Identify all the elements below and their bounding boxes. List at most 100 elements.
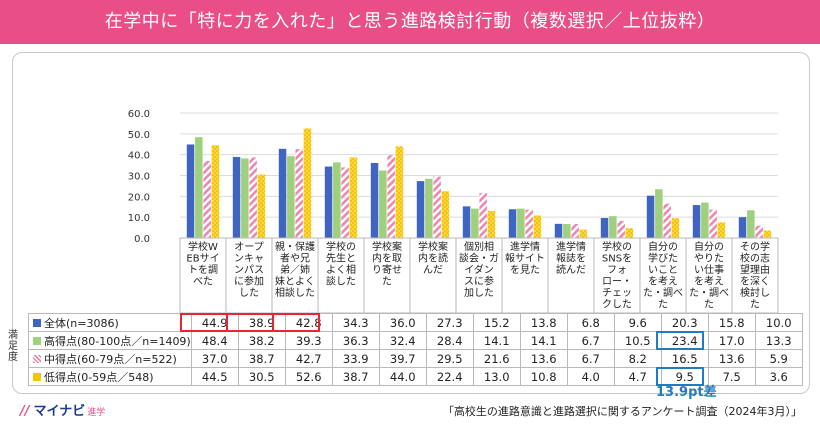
- value-cell: 13.6: [519, 349, 568, 368]
- highlight-top-all-opencampus: [226, 313, 274, 332]
- value-cell: 37.0: [190, 349, 239, 368]
- value-cell: 42.7: [284, 349, 333, 368]
- value-cell: 21.6: [472, 349, 521, 368]
- category-labels: 学校W EBサイトを調べたオープンキャンパスに参加した親・保護者や兄弟／姉妹とよく…: [179, 237, 779, 314]
- bar-9-1: [609, 216, 617, 238]
- bar-4-2: [387, 155, 395, 238]
- bar-2-1: [287, 156, 295, 238]
- bar-10-1: [655, 189, 663, 238]
- value-cell: 28.4: [425, 331, 474, 350]
- legend-swatch: [33, 372, 41, 381]
- value-cell: 27.3: [425, 313, 474, 332]
- satisfaction-side-label: 満足度: [8, 330, 18, 363]
- bar-11-2: [709, 209, 717, 238]
- category-label: 自分のやりたい仕事を考えた・調べた: [689, 240, 729, 311]
- source-note: 「高校生の進路意識と進路選択に関するアンケート調査（2024年3月）」: [442, 405, 802, 418]
- bar-6-0: [462, 206, 471, 238]
- value-cell: 39.7: [378, 349, 427, 368]
- value-cell: 10.5: [613, 331, 662, 350]
- value-cell: 6.8: [566, 313, 615, 332]
- data-table: 全体(n=3086) 44.9 38.9 42.8 34.3 36.0 27.3 15.2 13…: [28, 313, 803, 386]
- bar-5-0: [416, 181, 425, 238]
- category-label: 学校案内を取り寄せた: [372, 240, 402, 288]
- value-cell: 38.7: [331, 367, 380, 386]
- bar-8-3: [579, 229, 588, 238]
- bar-7-3: [533, 215, 542, 238]
- value-cell: 34.3: [331, 313, 380, 332]
- bar-12-3: [763, 230, 772, 238]
- bar-10-0: [646, 195, 655, 238]
- value-cell: 20.3: [660, 313, 709, 332]
- bar-9-3: [625, 228, 634, 238]
- value-cell: 14.1: [519, 331, 568, 350]
- y-tick-label: 30.0: [128, 172, 150, 183]
- bar-11-1: [701, 202, 709, 238]
- category-label: 個別相談会・ガイダンスに参加した: [459, 240, 499, 299]
- bar-12-2: [755, 225, 763, 238]
- bar-1-3: [257, 174, 266, 238]
- y-tick-label: 60.0: [128, 109, 150, 120]
- bar-8-2: [571, 224, 579, 238]
- value-cell: 22.4: [425, 367, 474, 386]
- value-cell: 5.9: [754, 349, 803, 368]
- value-cell: 44.0: [378, 367, 427, 386]
- value-cell: 10.8: [519, 367, 568, 386]
- value-cell: 4.7: [613, 367, 662, 386]
- difference-annotation: 13.9pt差: [656, 385, 717, 400]
- value-cell: 15.2: [472, 313, 521, 332]
- data-table-wrap: 全体(n=3086) 44.9 38.9 42.8 34.3 36.0 27.3 15.2 13…: [28, 313, 803, 386]
- bar-11-3: [717, 222, 726, 238]
- bar-6-2: [479, 193, 487, 238]
- value-cell: 4.0: [566, 367, 615, 386]
- value-cell: 7.5: [707, 367, 756, 386]
- bar-2-3: [303, 128, 312, 238]
- value-cell: 52.6: [284, 367, 333, 386]
- bar-3-1: [333, 162, 341, 238]
- y-tick-label: 20.0: [128, 192, 150, 203]
- highlight-top-all-web: [180, 313, 228, 332]
- bar-7-0: [508, 209, 517, 238]
- value-cell: 30.5: [237, 367, 286, 386]
- category-label: その学校の志望理由を深く検討した: [740, 240, 770, 311]
- value-cell: 33.9: [331, 349, 380, 368]
- category-label: 進学情報誌を読んだ: [556, 240, 586, 276]
- bar-2-0: [278, 148, 287, 238]
- legend-swatch: [33, 318, 41, 327]
- bar-10-2: [663, 203, 671, 238]
- series-name: 高得点(80-100点／n=1409): [28, 331, 192, 350]
- bar-12-0: [738, 217, 747, 238]
- logo-text: マイナビ: [33, 404, 86, 419]
- value-cell: 36.3: [331, 331, 380, 350]
- value-cell: 36.0: [378, 313, 427, 332]
- category-label: 学校の SNSをフォロー・チェックした: [602, 240, 632, 311]
- series-name: 低得点(0-59点／548): [28, 367, 192, 386]
- value-cell: 16.5: [660, 349, 709, 368]
- highlight-top-all-family: [272, 313, 320, 332]
- logo-sub: 進学: [87, 408, 106, 418]
- value-cell: 13.6: [707, 349, 756, 368]
- bars: [186, 128, 772, 238]
- category-label: 学校案内を読んだ: [418, 240, 448, 276]
- value-cell: 32.4: [378, 331, 427, 350]
- y-tick-label: 40.0: [128, 151, 150, 162]
- bar-8-1: [563, 224, 571, 238]
- page-title: 在学中に「特に力を入れた」と思う進路検討行動（複数選択／上位抜粋）: [0, 0, 820, 44]
- bar-0-2: [203, 160, 211, 238]
- series-label: 低得点(0-59点／548): [44, 370, 154, 384]
- category-label: 学校の先生とよく相談した: [326, 240, 356, 288]
- value-cell: 6.7: [566, 331, 615, 350]
- bar-3-0: [324, 166, 333, 238]
- value-cell: 10.0: [754, 313, 803, 332]
- bar-3-2: [341, 167, 349, 238]
- value-cell: 17.0: [707, 331, 756, 350]
- bar-9-0: [600, 218, 609, 238]
- category-label: 親・保護者や兄弟／姉妹とよく相談した: [275, 240, 315, 299]
- table-row: 低得点(0-59点／548) 44.5 30.5 52.6 38.7 44.0 22.4 13…: [28, 367, 803, 386]
- bar-8-0: [554, 223, 563, 238]
- bar-9-2: [617, 220, 625, 238]
- value-cell: 3.6: [754, 367, 803, 386]
- value-cell: 44.5: [190, 367, 239, 386]
- value-cell: 6.7: [566, 349, 615, 368]
- bar-11-0: [692, 205, 701, 238]
